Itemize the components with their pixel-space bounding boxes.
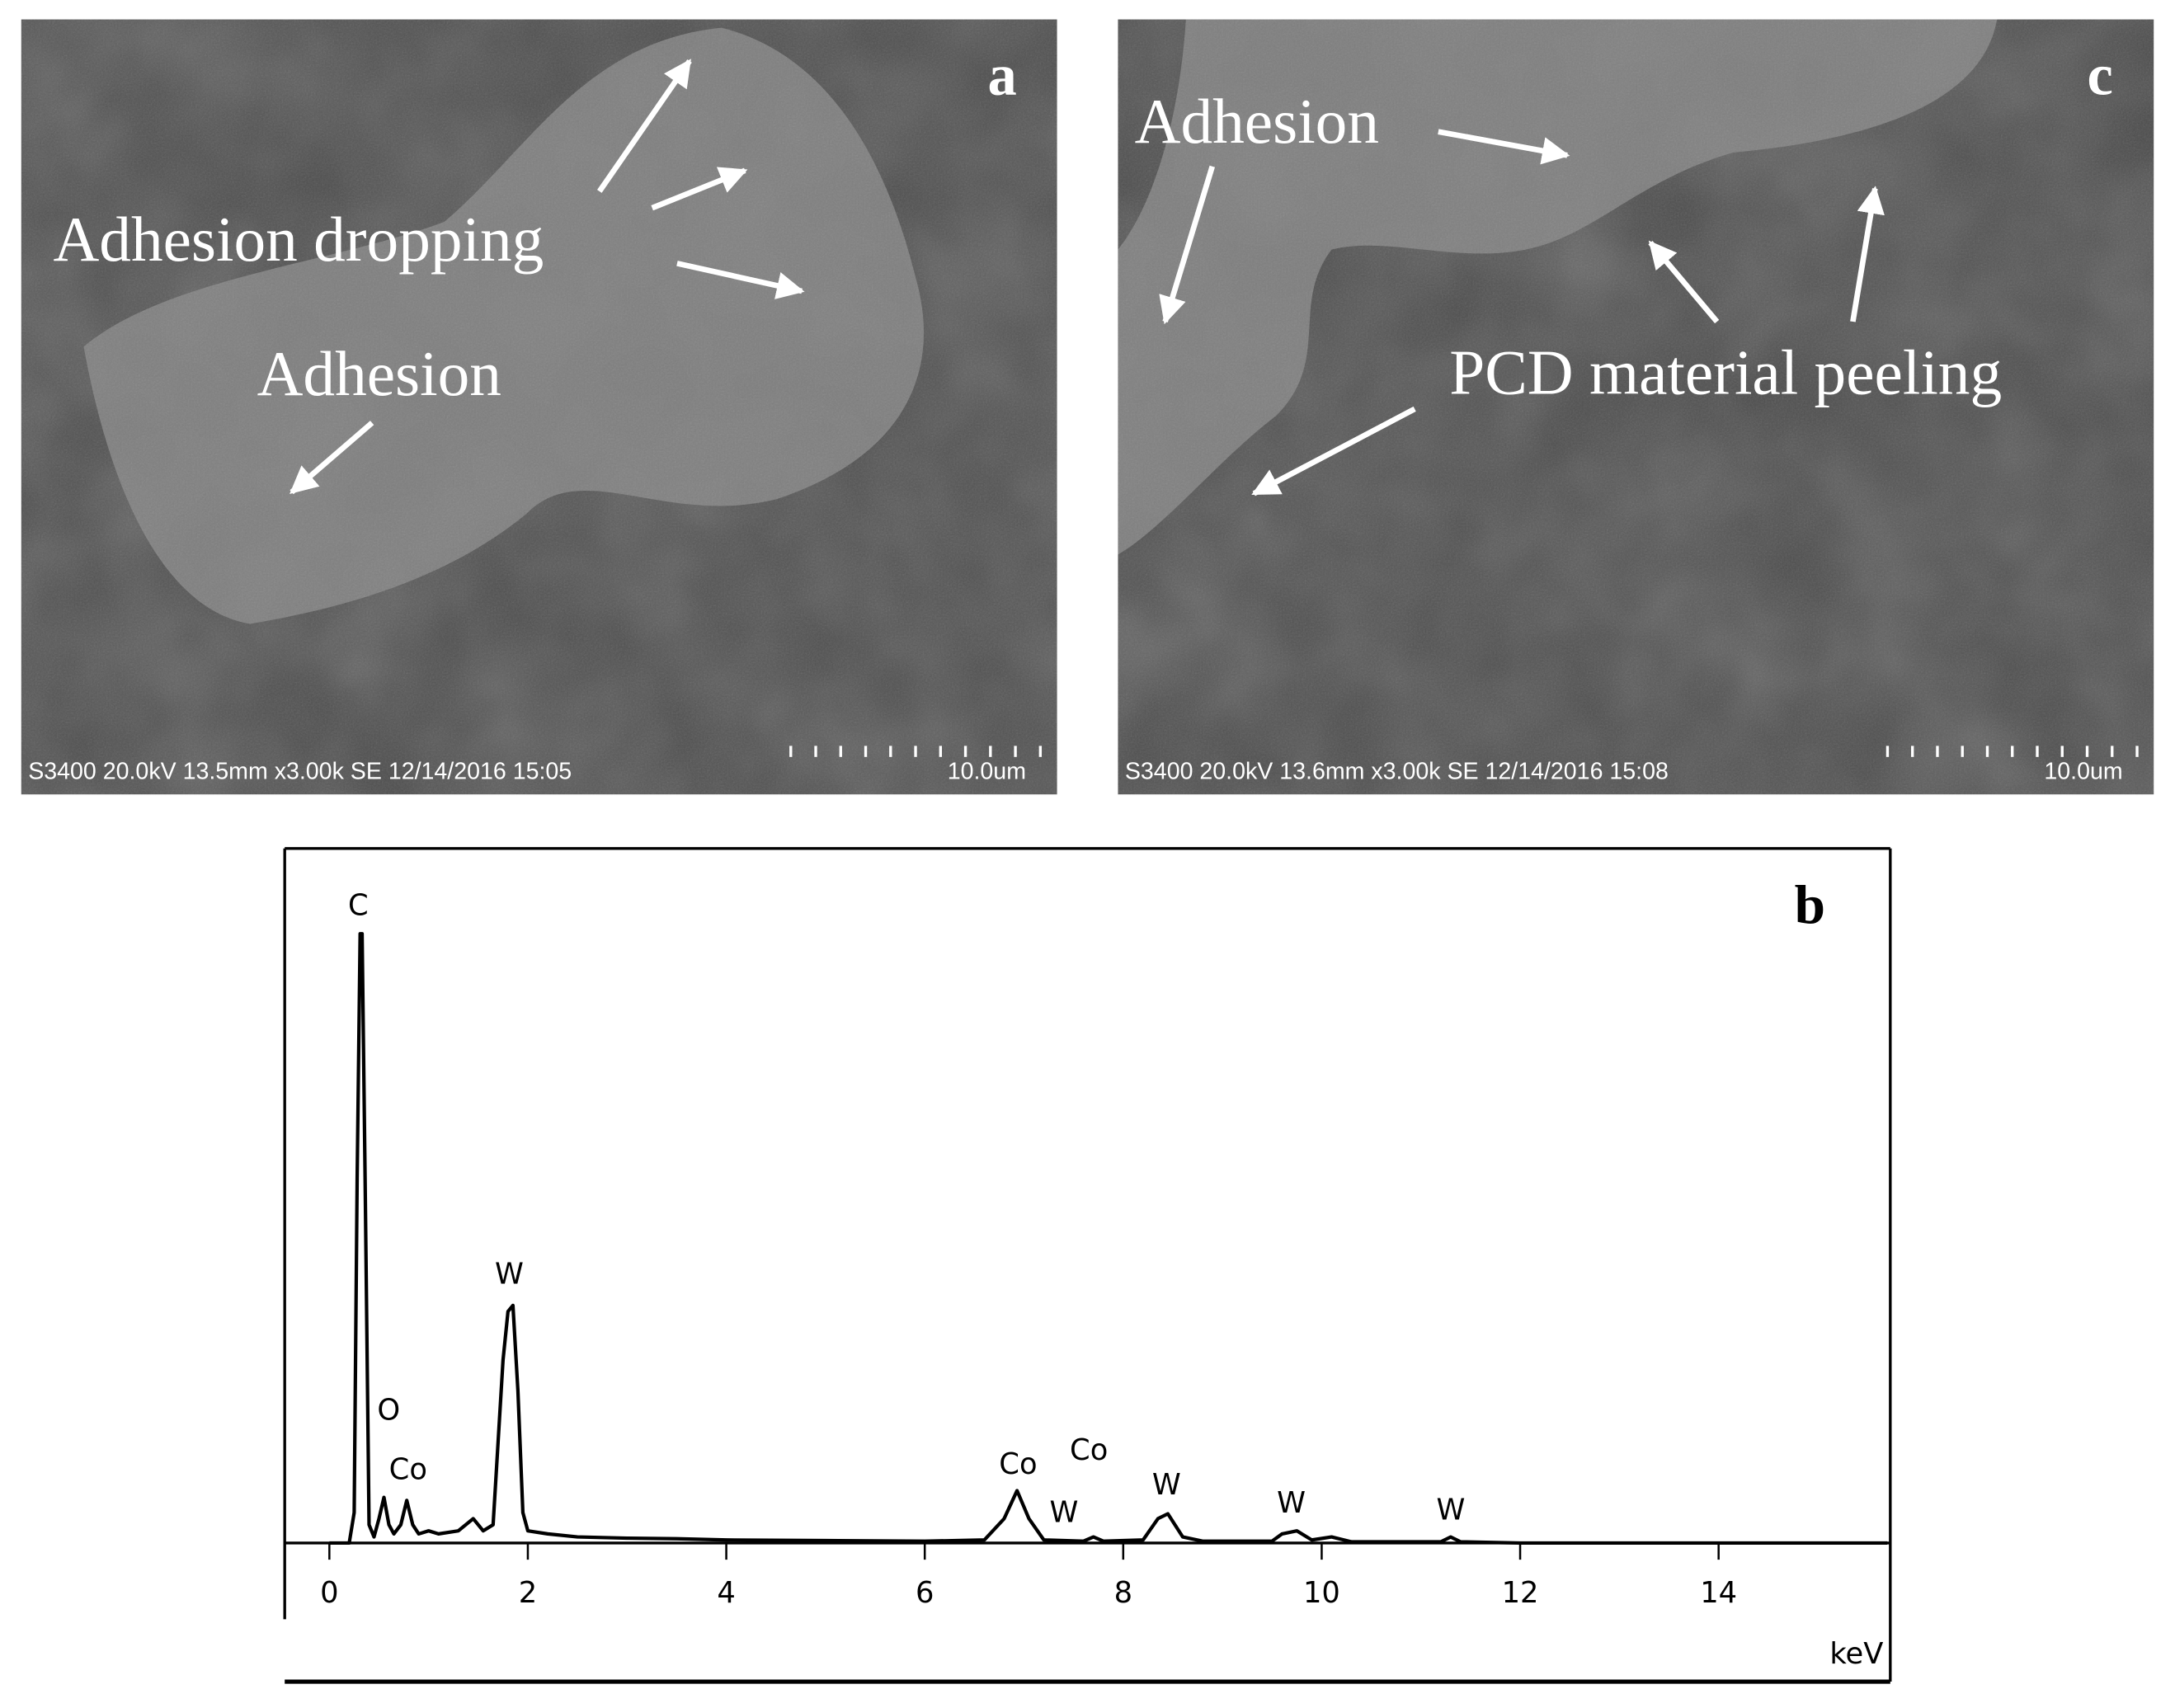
arrow [290,421,374,495]
panel-letter: a [987,43,1016,107]
panel-letter: b [1795,874,1825,936]
sem-panels: Adhesion dropping Adhesion a S3400 20.0kV 1… [21,19,2154,795]
arrow [1159,165,1216,325]
peak-label: W [495,1258,524,1292]
peak-label: W [1152,1468,1181,1502]
x-tick-label: 8 [1114,1576,1132,1610]
x-tick-label: 14 [1700,1576,1737,1610]
x-tick-label: 0 [320,1576,338,1610]
arrow [676,261,805,299]
arrow [1438,129,1570,165]
x-axis-label: keV [1829,1637,1883,1671]
sem-noise [1118,19,2154,795]
spectrum-chart: 0 2 4 6 8 10 12 14 keV b C O Co W Co Co W W W W [283,847,1892,1684]
panel-letter: c [2088,43,2113,107]
sem-panel: Adhesion PCD material peeling c S3400 20.0k… [1118,19,2154,795]
arrow [651,167,748,211]
peak-label: Co [389,1453,427,1487]
chart-background [285,848,1890,1682]
peak-label: C [348,888,369,922]
arrow [1850,186,1885,322]
arrow [1648,240,1720,324]
x-tick-label: 4 [717,1576,735,1610]
sem-panel: Adhesion dropping Adhesion a S3400 20.0kV 1… [21,19,1057,795]
sem-info: S3400 20.0kV 13.5mm x3.00k SE 12/14/2016… [28,759,572,785]
sem-info: S3400 20.0kV 13.6mm x3.00k SE 12/14/2016… [1125,759,1669,785]
peak-label: W [1049,1496,1078,1530]
x-tick-label: 2 [519,1576,537,1610]
sem-scale: 10.0um [2044,759,2122,785]
spectrum-line [329,932,1888,1546]
peak-label: O [377,1393,400,1427]
peak-label: Co [1070,1433,1108,1467]
sem-label: Adhesion [257,338,501,409]
peak-label: Co [999,1447,1037,1481]
sem-noise [21,19,1057,795]
sem-label: PCD material peeling [1449,336,2002,407]
peak-label: W [1436,1493,1465,1527]
x-tick-label: 6 [916,1576,934,1610]
x-tick-label: 10 [1303,1576,1340,1610]
x-tick-label: 12 [1502,1576,1539,1610]
sem-label: Adhesion [1135,86,1379,157]
peak-label: W [1277,1486,1306,1520]
arrow [1251,406,1416,496]
sem-scale: 10.0um [948,759,1026,785]
sem-label: Adhesion dropping [53,204,544,275]
arrow [597,59,692,193]
